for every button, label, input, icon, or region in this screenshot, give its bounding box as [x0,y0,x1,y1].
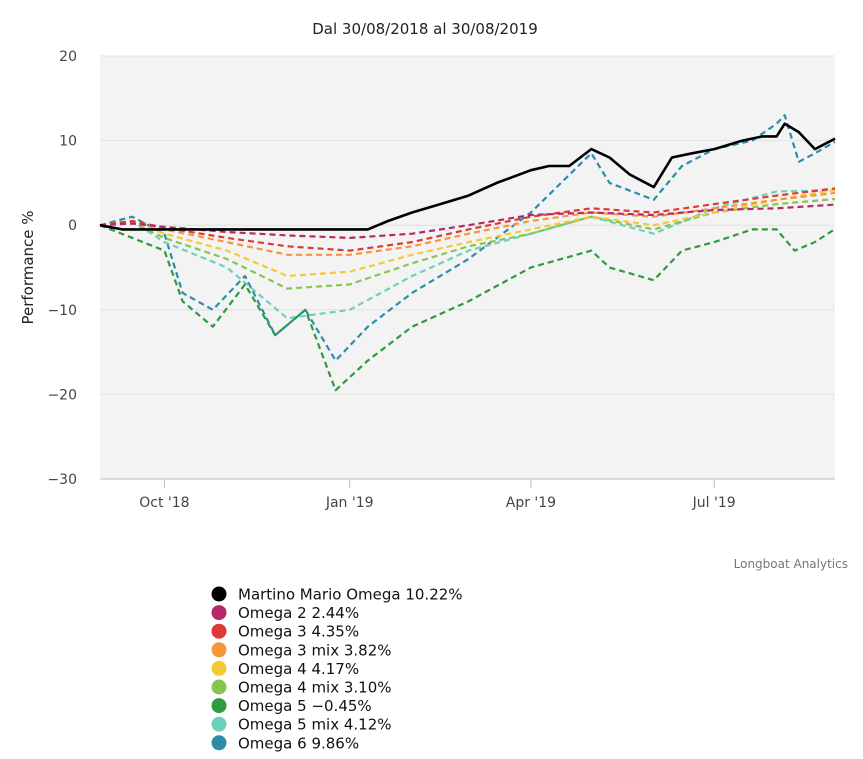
legend-item[interactable]: Martino Mario Omega 10.22% [211,586,463,604]
legend-item[interactable]: Omega 3 mix 3.82% [211,641,392,659]
x-tick-label: Jul '19 [692,495,736,511]
legend-item[interactable]: Omega 5 mix 4.12% [211,716,392,734]
x-axis-ticks: Oct '18 Jan '19 Apr '19 Jul '19 [139,479,736,511]
y-tick-label: 0 [68,218,77,234]
y-tick-label: 10 [59,134,77,150]
series-line [99,224,836,392]
series-line [99,203,836,239]
plot-area [100,56,835,479]
legend-marker [211,660,227,676]
y-tick-label: 20 [59,49,77,65]
legend-marker [211,679,227,695]
credit-text[interactable]: Longboat Analytics [734,557,848,571]
y-tick-label: −30 [47,472,77,488]
x-tick-label: Jan '19 [325,495,374,511]
legend-label: Omega 5 −0.45% [238,697,372,715]
series-line [99,122,836,231]
legend-item[interactable]: Omega 6 9.86% [211,734,360,752]
y-axis-label: Performance % [19,210,37,324]
legend-item[interactable]: Omega 5 −0.45% [211,697,372,715]
legend-item[interactable]: Omega 3 4.35% [211,623,360,641]
legend-item[interactable]: Omega 4 mix 3.10% [211,679,392,697]
legend-label: Omega 3 4.35% [238,623,359,641]
x-tick-label: Oct '18 [139,495,189,511]
gridlines [100,55,835,480]
legend-label: Omega 4 mix 3.10% [238,679,392,697]
legend-label: Omega 2 2.44% [238,604,359,622]
legend-marker [211,605,227,621]
x-tick-label: Apr '19 [506,495,556,511]
series-lines [99,114,836,392]
y-tick-label: −20 [47,387,77,403]
legend-marker [211,698,227,714]
legend-item[interactable]: Omega 4 4.17% [211,660,360,678]
y-tick-label: −10 [47,303,77,319]
legend: Martino Mario Omega 10.22%Omega 2 2.44%O… [211,586,463,752]
legend-label: Omega 6 9.86% [238,734,359,752]
legend-label: Omega 5 mix 4.12% [238,716,392,734]
legend-item[interactable]: Omega 2 2.44% [211,604,360,622]
legend-marker [211,586,227,602]
legend-marker [211,623,227,639]
legend-label: Omega 3 mix 3.82% [238,641,392,659]
legend-marker [211,642,227,658]
legend-label: Omega 4 4.17% [238,660,359,678]
legend-marker [211,735,227,751]
y-axis-ticks: 20 10 0 −10 −20 −30 [47,49,77,488]
series-line [99,188,836,278]
chart-title: Dal 30/08/2018 al 30/08/2019 [312,20,537,38]
series-line [99,191,836,256]
series-line [99,189,836,320]
legend-marker [211,716,227,732]
legend-label: Martino Mario Omega 10.22% [238,586,463,604]
